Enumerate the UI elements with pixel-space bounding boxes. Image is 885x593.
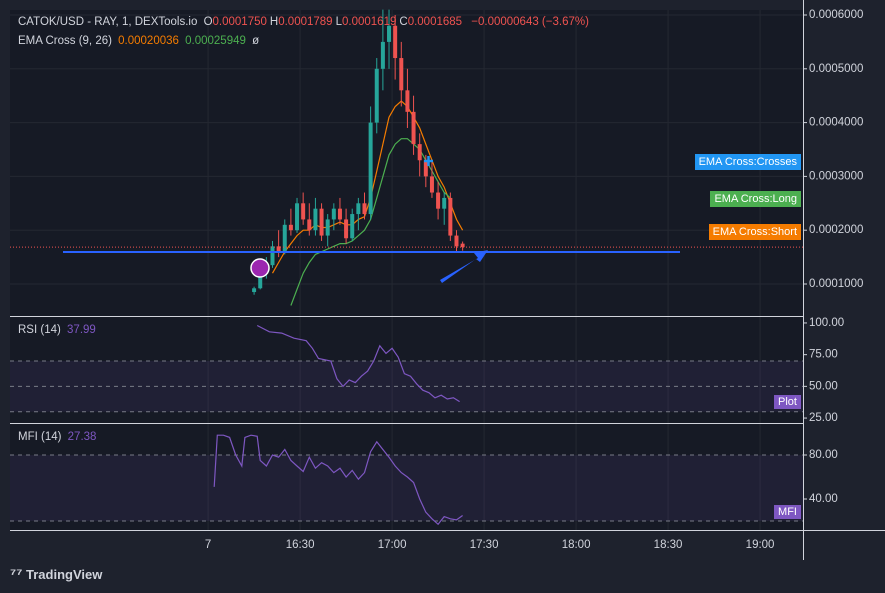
candle-body: [423, 160, 428, 177]
x-tick-label: 18:30: [654, 539, 683, 551]
symbol: CATOK/USD - RAY, 1, DEXTools.io: [18, 16, 198, 28]
badge: EMA Cross:Crosses: [694, 154, 801, 170]
candle-body: [313, 208, 318, 231]
ohlc-value: 0.0001750: [212, 16, 267, 28]
candle-body: [301, 203, 306, 220]
mfi-title: MFI (14): [18, 431, 62, 443]
ohlc-key: C: [399, 16, 408, 28]
y-tick-label: 50.00: [809, 380, 838, 392]
candle-body: [374, 68, 379, 123]
candle-body: [460, 243, 465, 248]
candle-body: [282, 224, 287, 252]
y-tick-label: 40.00: [809, 493, 838, 505]
x-tick-label: 17:30: [470, 539, 499, 551]
mfi-value: 27.38: [67, 431, 97, 443]
candle-body: [429, 176, 434, 193]
candle-body: [270, 246, 275, 266]
candle-body: [331, 208, 336, 220]
candle-body: [252, 288, 257, 293]
candle-body: [399, 58, 404, 91]
x-tick-label: 19:00: [746, 539, 775, 551]
empty-symbol: ø: [252, 35, 260, 47]
ema-long: 0.00025949: [185, 35, 246, 47]
candle-body: [356, 203, 361, 215]
plot-bg: [10, 10, 803, 530]
candle-body: [276, 246, 281, 252]
y-tick-label: 100.00: [809, 317, 844, 329]
event-icon: [250, 258, 270, 278]
ohlc-value: 0.0001789: [278, 16, 333, 28]
y-tick-label: 0.0003000: [809, 170, 863, 182]
candle-body: [319, 208, 324, 236]
ema-short: 0.00020036: [118, 35, 179, 47]
candle-body: [380, 41, 385, 69]
brand: TradingView: [26, 567, 103, 582]
y-tick-label: 75.00: [809, 349, 838, 361]
candle-body: [368, 122, 373, 215]
y-tick-label: 25.00: [809, 412, 838, 424]
candle-body: [362, 203, 367, 215]
change: −0.00000643 (−3.67%): [471, 16, 589, 28]
badge: EMA Cross:Long: [710, 191, 801, 207]
candle-body: [454, 235, 459, 247]
rsi-label: RSI (14) 37.99: [18, 324, 99, 336]
candle-body: [436, 192, 441, 209]
candle-body: [405, 90, 410, 112]
cross-marker: [424, 156, 433, 166]
ohlc-value: 0.0001619: [342, 16, 397, 28]
mfi-label: MFI (14) 27.38: [18, 431, 99, 443]
y-tick-label: 0.0001000: [809, 278, 863, 290]
candle-body: [350, 214, 355, 239]
candle-body: [417, 144, 422, 161]
header-line: CATOK/USD - RAY, 1, DEXTools.io O0.00017…: [18, 16, 592, 28]
x-tick-label: 18:00: [562, 539, 591, 551]
candle-body: [325, 219, 330, 236]
candle-body: [442, 197, 447, 209]
x-tick-label: 7: [205, 539, 211, 551]
band: [10, 360, 803, 412]
arrow: [440, 250, 488, 283]
indicator-line: EMA Cross (9, 26) 0.00020036 0.00025949 …: [18, 35, 262, 47]
rsi-title: RSI (14): [18, 324, 61, 336]
ohlc-value: 0.0001685: [407, 16, 463, 28]
mfi-badge: MFI: [774, 505, 801, 519]
indicator-line: [213, 434, 463, 526]
layers: 0.0001000 0.0002000 0.0003000 0.0004000 0.00…: [10, 9, 863, 551]
y-tick-label: 0.0002000: [809, 224, 863, 236]
candle-body: [337, 208, 342, 220]
x-tick-label: 16:30: [286, 539, 315, 551]
candle-body: [393, 25, 398, 59]
plot-badge: Plot: [774, 395, 801, 409]
candle-body: [411, 111, 416, 145]
y-tick-label: 0.0005000: [809, 63, 863, 75]
ohlc-key: L: [335, 16, 342, 28]
candle-body: [295, 203, 300, 231]
y-tick-label: 0.0004000: [809, 117, 863, 129]
ohlc-key: H: [269, 16, 279, 28]
ohlc: O0.0001750 H0.0001789 L0.0001619 C0.0001685: [204, 16, 465, 28]
x-tick-label: 17:00: [378, 539, 407, 551]
ema-line: [271, 100, 464, 274]
band: [10, 455, 803, 521]
badge: EMA Cross:Short: [708, 224, 801, 240]
candle-body: [307, 219, 312, 231]
y-tick-label: 80.00: [809, 449, 838, 461]
candle-body: [288, 224, 293, 231]
ohlc-key: O: [203, 16, 213, 28]
candle-body: [258, 273, 263, 289]
indicator: EMA Cross (9, 26): [18, 35, 112, 47]
y-tick-label: 0.0006000: [809, 9, 863, 21]
candle-body: [448, 197, 453, 236]
footer: ⁷⁷ TradingView: [10, 566, 103, 583]
candle-body: [387, 25, 392, 42]
candle-body: [344, 219, 349, 239]
rsi-value: 37.99: [67, 324, 96, 336]
indicator-line: [256, 324, 460, 403]
